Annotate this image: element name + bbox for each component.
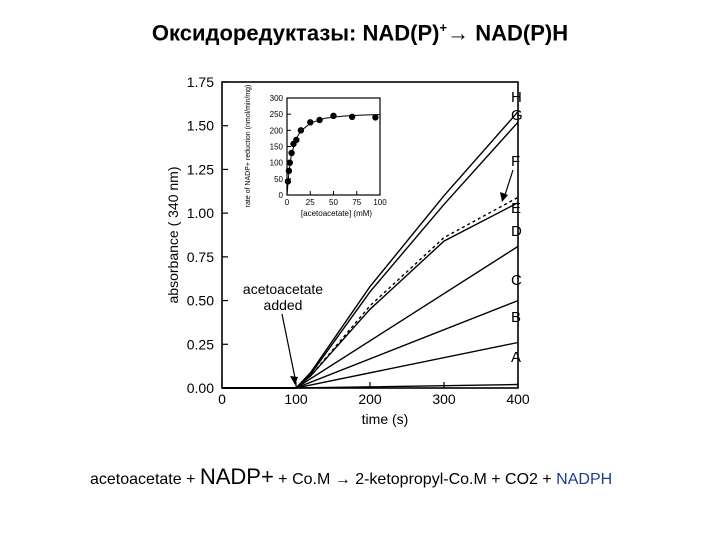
inset-data-point — [284, 178, 292, 185]
inset-frame — [286, 97, 381, 196]
y-tick-label: 0.50 — [187, 293, 214, 309]
slide-title-superscript: + — [439, 20, 448, 35]
inset-data-point — [285, 167, 293, 174]
series-label-h: H — [511, 89, 522, 106]
x-tick-label: 0 — [218, 391, 226, 407]
inset-x-axis-label: [acetoacetate] (mM) — [301, 209, 372, 218]
slide-title: Оксидоредуктазы: NAD(P)+→ NAD(P)H — [0, 20, 720, 46]
inset-y-axis-label: rate of NADP+ reduction (nmol/min/mg) — [245, 85, 252, 208]
inset-y-tick-label: 300 — [270, 94, 284, 103]
inset-y-tick-label: 100 — [270, 159, 284, 168]
inset-x-tick-label: 0 — [285, 198, 290, 207]
inset-data-point — [288, 149, 295, 157]
slide-title-tail: → NAD(P)H — [447, 20, 569, 46]
annotation-text-line-2: added — [264, 297, 303, 313]
y-tick-label: 0.75 — [187, 249, 214, 265]
inset-x-tick-label: 75 — [352, 198, 361, 207]
y-tick-label: 1.00 — [187, 205, 214, 221]
inset-data-point — [307, 119, 314, 126]
inset-y-tick-label: 150 — [270, 143, 284, 152]
inset-y-tick-label: 0 — [279, 191, 284, 200]
series-line-c — [222, 299, 519, 389]
y-tick-label: 1.25 — [187, 161, 214, 177]
y-tick-label: 1.50 — [187, 118, 214, 134]
equation-part-2: + Co.M → 2-ketopropyl-Co.M + CO2 + — [273, 471, 557, 488]
inset-data-point — [297, 127, 305, 134]
annotation-arrow-head — [290, 376, 298, 385]
inset-x-tick-label: 25 — [306, 198, 315, 207]
inset-data-point — [293, 136, 300, 144]
series-label-b: B — [511, 309, 521, 326]
series-label-a: A — [511, 349, 521, 366]
annotation-arrow — [281, 313, 296, 379]
inset-data-point — [330, 112, 337, 120]
inset-data-point — [348, 113, 356, 121]
equation-nadph: NADPH — [556, 471, 613, 488]
inset-data-point — [316, 116, 323, 124]
series-f-pointer — [503, 169, 514, 199]
y-tick-label: 0.00 — [187, 380, 214, 396]
x-axis-label: time (s) — [362, 411, 409, 427]
y-axis-label: absorbance ( 340 nm) — [165, 167, 181, 304]
x-tick-label: 300 — [432, 391, 456, 407]
inset-data-point — [372, 114, 379, 121]
y-tick-label: 0.25 — [187, 336, 214, 352]
inset-x-tick-label: 100 — [373, 198, 387, 207]
series-label-g: G — [511, 107, 523, 124]
x-tick-label: 400 — [506, 391, 530, 407]
reaction-equation: acetoacetate + NADP+ + Co.M → 2-ketoprop… — [90, 464, 710, 490]
series-f-pointer-head — [500, 192, 508, 202]
series-line-h — [222, 111, 519, 389]
annotation-text-line-1: acetoacetate — [243, 281, 323, 297]
slide-title-text: Оксидоредуктазы: NAD(P) — [151, 20, 440, 46]
series-line-b — [222, 341, 519, 389]
equation-part-1: acetoacetate + — [90, 471, 200, 488]
x-tick-label: 200 — [358, 391, 382, 407]
equation-nadp: NADP+ — [199, 464, 274, 489]
series-label-c: C — [511, 272, 522, 289]
series-label-f: F — [511, 153, 520, 170]
x-tick-label: 100 — [284, 391, 308, 407]
inset-y-tick-label: 250 — [270, 110, 284, 119]
series-line-d — [222, 245, 519, 389]
inset-x-tick-label: 50 — [329, 198, 338, 207]
inset-y-tick-label: 50 — [274, 175, 283, 184]
series-label-e: E — [511, 200, 521, 217]
main-chart: 0.00 0.25 0.50 0.75 1.00 1.25 1.50 1.75 0 100 200 3… — [165, 74, 530, 427]
series-label-d: D — [511, 223, 522, 240]
y-tick-label: 1.75 — [187, 74, 214, 90]
inset-data-point — [286, 159, 293, 166]
inset-y-tick-label: 200 — [270, 126, 284, 135]
